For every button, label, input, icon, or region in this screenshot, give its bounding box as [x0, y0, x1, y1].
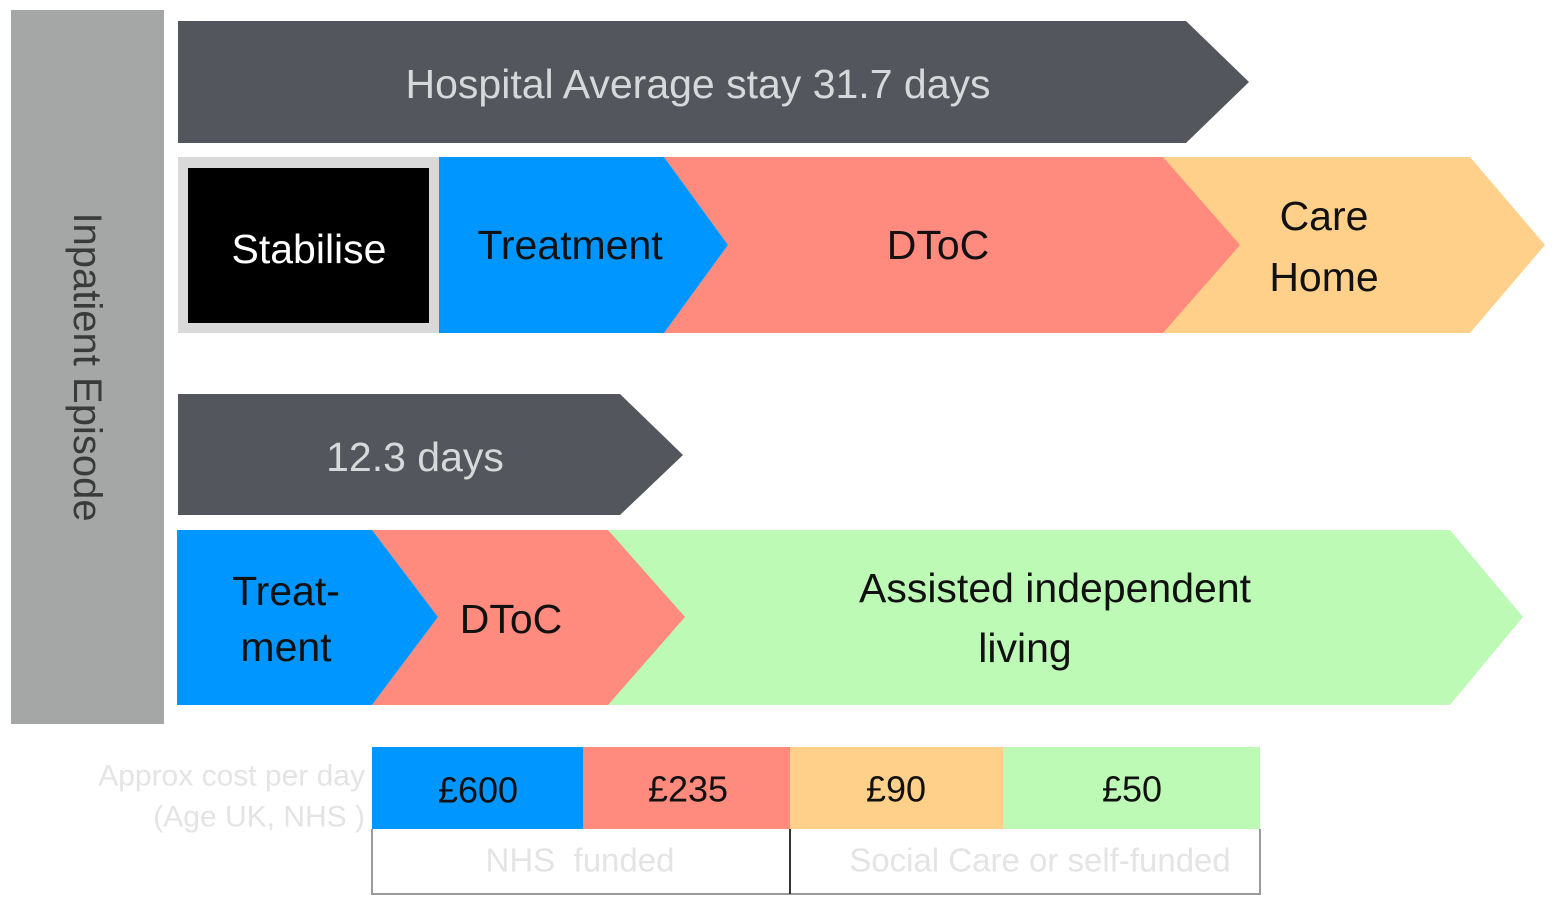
- dtoc-label-2: DToC: [460, 596, 563, 642]
- stabilise-label: Stabilise: [232, 226, 387, 272]
- assisted-living-stage: [606, 530, 1523, 705]
- hospital-stay-duration-arrow: [178, 21, 1249, 143]
- treatment-stage-1: [439, 157, 728, 333]
- assisted-living-label-line2: living: [978, 625, 1071, 671]
- cost-value-care-home: £90: [866, 769, 926, 810]
- cost-value-treatment: £600: [438, 770, 518, 811]
- hospital-stay-duration-label: Hospital Average stay 31.7 days: [406, 61, 991, 107]
- stabilise-stage: [188, 168, 429, 323]
- care-home-stage: [1160, 157, 1545, 333]
- cost-cell-dtoc: [583, 747, 790, 829]
- cost-cell-assisted-living: [1003, 747, 1260, 829]
- dtoc-stage-1: [664, 157, 1240, 333]
- treatment-label-1: Treatment: [477, 222, 663, 268]
- treatment-label-2-line2: ment: [240, 624, 332, 670]
- cost-caption-line1: Approx cost per day: [98, 760, 365, 793]
- short-stay-duration-label: 12.3 days: [326, 434, 504, 480]
- nhs-funded-label: NHS funded: [486, 842, 675, 879]
- cost-value-assisted-living: £50: [1102, 769, 1162, 810]
- social-care-funded-label: Social Care or self-funded: [849, 842, 1231, 879]
- inpatient-episode-label: Inpatient Episode: [65, 212, 109, 521]
- care-home-label-line1: Care: [1280, 193, 1369, 239]
- dtoc-label-1: DToC: [887, 222, 990, 268]
- care-home-label-line2: Home: [1269, 254, 1378, 300]
- cost-cell-care-home: [790, 747, 1003, 829]
- cost-value-dtoc: £235: [648, 769, 728, 810]
- cost-caption-line2: (Age UK, NHS ): [153, 801, 365, 834]
- inpatient-episode-bar: [11, 10, 164, 724]
- cost-cell-treatment: [372, 747, 583, 829]
- treatment-stage-2: [177, 530, 438, 705]
- dtoc-stage-2: [372, 530, 685, 705]
- assisted-living-label-line1: Assisted independent: [859, 565, 1252, 611]
- treatment-label-2-line1: Treat-: [232, 568, 340, 614]
- short-stay-duration-arrow: [178, 394, 683, 515]
